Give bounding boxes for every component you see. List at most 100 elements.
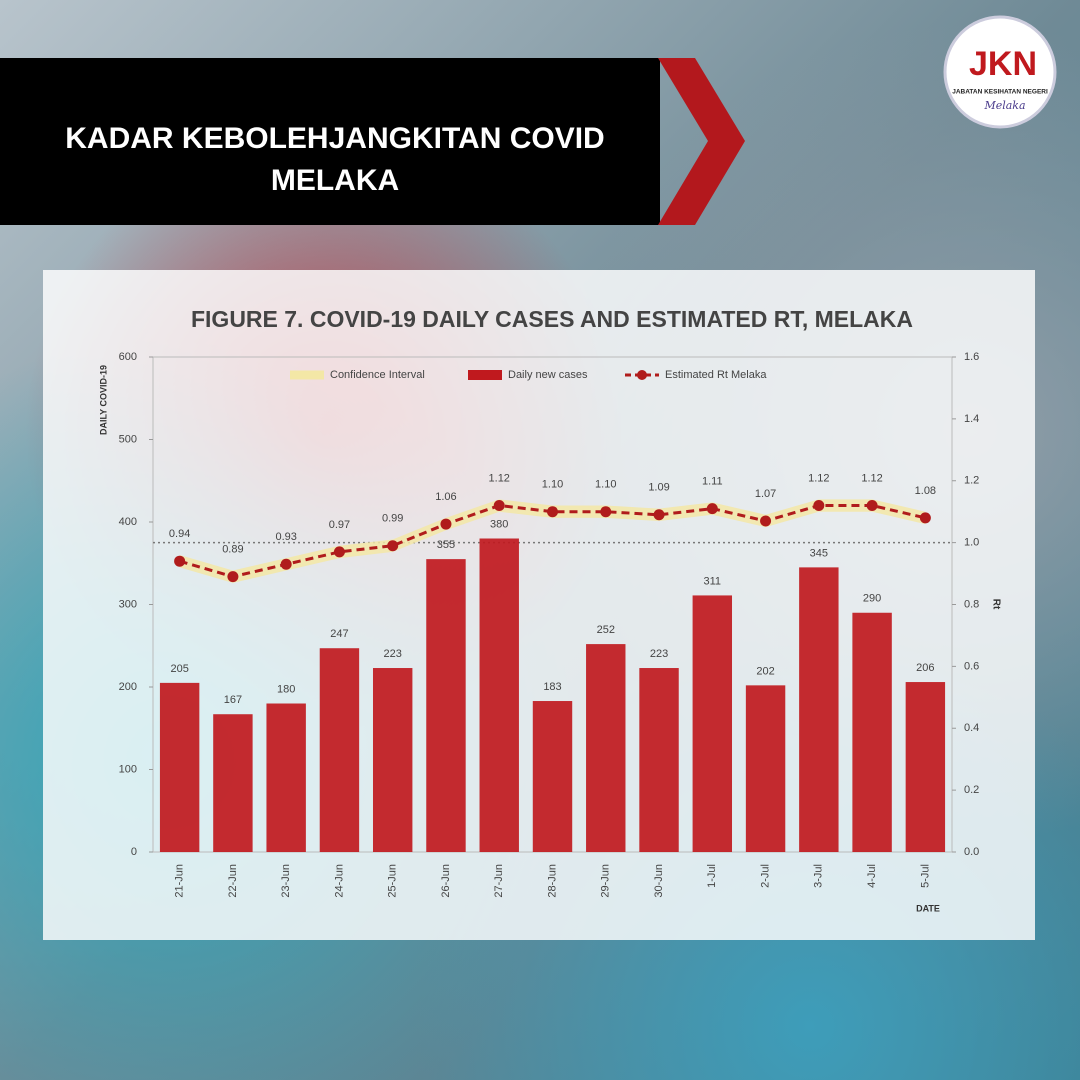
rt-label: 1.12 xyxy=(808,472,829,484)
bar xyxy=(905,682,946,852)
legend-swatch xyxy=(637,370,647,380)
x-tick-label: 24-Jun xyxy=(333,864,345,898)
legend-label: Confidence Interval xyxy=(330,369,425,381)
bar-label: 247 xyxy=(330,628,348,640)
bar-label: 223 xyxy=(650,648,668,660)
x-tick-label: 23-Jun xyxy=(280,864,292,898)
x-tick-label: 27-Jun xyxy=(493,864,505,898)
bar-label: 311 xyxy=(704,575,722,587)
rt-point xyxy=(440,518,452,530)
x-tick-label: 26-Jun xyxy=(440,864,452,898)
legend-swatch xyxy=(468,370,502,380)
x-tick-label: 25-Jun xyxy=(387,864,399,898)
y2-tick-label: 0.4 xyxy=(964,722,979,734)
bar xyxy=(639,668,679,852)
x-axis-label: DATE xyxy=(916,903,940,913)
bar-label: 202 xyxy=(756,665,774,677)
logo-state: Melaka xyxy=(983,99,1025,112)
bar-label: 290 xyxy=(863,593,881,605)
rt-point xyxy=(280,558,292,570)
x-tick-label: 28-Jun xyxy=(546,864,558,898)
rt-point xyxy=(227,571,239,583)
rt-label: 1.11 xyxy=(702,476,723,488)
rt-point xyxy=(174,555,186,567)
rt-point xyxy=(547,506,558,518)
bar-label: 355 xyxy=(437,539,455,551)
rt-label: 1.08 xyxy=(915,485,936,497)
rt-label: 0.99 xyxy=(382,513,403,525)
x-tick-label: 4-Jul xyxy=(866,864,878,888)
rt-point xyxy=(600,506,612,518)
legend-label: Estimated Rt Melaka xyxy=(665,369,767,381)
confidence-band xyxy=(179,499,926,583)
bar xyxy=(852,612,892,852)
x-tick-label: 5-Jul xyxy=(919,864,931,888)
bar xyxy=(159,682,200,852)
bar xyxy=(799,567,839,852)
y-tick-label: 100 xyxy=(119,763,137,775)
bar xyxy=(266,703,306,852)
y2-tick-label: 0.2 xyxy=(964,784,979,796)
y2-tick-label: 1.2 xyxy=(964,475,979,487)
x-tick-label: 1-Jul xyxy=(706,864,718,888)
bar-label: 180 xyxy=(277,683,295,695)
rt-point xyxy=(333,546,345,558)
bar xyxy=(692,595,733,852)
y-tick-label: 500 xyxy=(119,433,137,445)
bar xyxy=(426,559,466,852)
rt-point xyxy=(919,512,931,524)
bar xyxy=(213,714,253,852)
y2-tick-label: 1.4 xyxy=(964,413,979,425)
bar-label: 345 xyxy=(810,547,828,559)
rt-label: 1.12 xyxy=(861,472,882,484)
logo xyxy=(943,15,1057,129)
rt-point xyxy=(866,500,878,511)
rt-label: 0.97 xyxy=(329,519,350,531)
bar-label: 167 xyxy=(224,694,242,706)
x-tick-label: 22-Jun xyxy=(227,864,239,898)
y2-tick-label: 0.8 xyxy=(964,598,979,610)
bar-label: 206 xyxy=(916,662,934,674)
y2-tick-label: 0.6 xyxy=(964,660,979,672)
rt-label: 0.94 xyxy=(169,528,190,540)
bar-label: 223 xyxy=(384,648,402,660)
y-tick-label: 0 xyxy=(131,846,137,858)
rt-label: 1.12 xyxy=(489,472,510,484)
rt-point xyxy=(760,515,772,527)
bar xyxy=(745,685,786,852)
x-tick-label: 2-Jul xyxy=(759,864,771,888)
banner-title: KADAR KEBOLEHJANGKITAN COVID MELAKA xyxy=(65,122,605,197)
y-tick-label: 400 xyxy=(119,516,137,528)
bar xyxy=(586,644,626,852)
y2-tick-label: 0.0 xyxy=(964,846,979,858)
x-tick-label: 3-Jul xyxy=(813,864,825,888)
logo-mark: JKN xyxy=(969,45,1037,83)
rt-point xyxy=(387,540,399,552)
rt-point xyxy=(706,503,718,515)
y-tick-label: 600 xyxy=(119,351,137,363)
banner xyxy=(0,58,660,225)
bar-label: 183 xyxy=(543,681,561,693)
rt-label: 1.10 xyxy=(595,479,616,491)
rt-line xyxy=(179,503,926,579)
rt-label: 0.93 xyxy=(275,531,296,543)
bar xyxy=(479,538,519,852)
y-axis-label: DAILY COVID-19 xyxy=(98,365,108,435)
bar xyxy=(319,648,360,852)
bar-label: 380 xyxy=(490,518,508,530)
rt-label: 1.07 xyxy=(755,488,776,500)
logo-org: JABATAN KESIHATAN NEGERI xyxy=(952,89,1048,96)
bar xyxy=(372,668,413,852)
rt-point xyxy=(813,500,825,511)
chevron xyxy=(658,58,745,225)
rt-label: 0.89 xyxy=(222,544,243,556)
y2-axis-label: Rt xyxy=(990,599,1001,610)
y2-tick-label: 1.0 xyxy=(964,537,979,549)
rt-label: 1.09 xyxy=(648,482,669,494)
legend-label: Daily new cases xyxy=(508,369,588,381)
rt-label: 1.06 xyxy=(435,491,456,503)
y-tick-label: 300 xyxy=(119,598,137,610)
bar-label: 252 xyxy=(597,624,615,636)
